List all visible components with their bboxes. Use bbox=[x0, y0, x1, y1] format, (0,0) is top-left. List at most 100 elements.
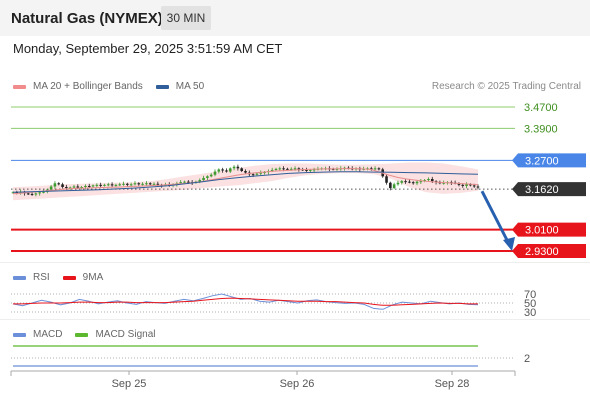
candle-body bbox=[103, 184, 106, 186]
candle-body bbox=[293, 168, 297, 170]
ma50-legend-swatch bbox=[155, 84, 169, 89]
candle-body bbox=[148, 183, 152, 185]
candle-body bbox=[145, 183, 148, 185]
main-legend: MA 20 + Bollinger Bands MA 50 bbox=[13, 81, 217, 92]
candle-body bbox=[26, 193, 30, 195]
support-level-tag bbox=[512, 244, 586, 258]
macd-legend-swatch bbox=[13, 332, 26, 337]
candle-body bbox=[461, 184, 465, 186]
candle-body bbox=[255, 173, 259, 175]
candle-body bbox=[61, 184, 64, 187]
support-level-label: 3.0100 bbox=[525, 225, 559, 237]
candle-body bbox=[442, 182, 445, 184]
candle-body bbox=[49, 186, 53, 190]
candle-body bbox=[389, 182, 392, 189]
ma20-legend-label: MA 20 + Bollinger Bands bbox=[33, 81, 143, 92]
candle-body bbox=[270, 169, 274, 171]
candle-body bbox=[373, 168, 377, 170]
candle-body bbox=[202, 177, 205, 181]
candle-body bbox=[308, 169, 312, 171]
candle-body bbox=[156, 183, 160, 185]
timestamp: Monday, September 29, 2025 3:51:59 AM CE… bbox=[13, 41, 283, 56]
candle-body bbox=[259, 172, 263, 174]
candle-body bbox=[415, 181, 419, 184]
candle-body bbox=[427, 179, 430, 181]
candle-body bbox=[297, 168, 301, 170]
candle-body bbox=[430, 179, 434, 182]
candle-body bbox=[305, 169, 308, 171]
candle-body bbox=[206, 176, 209, 178]
pivot-level-label: 3.2700 bbox=[525, 155, 559, 167]
candle-body bbox=[38, 192, 41, 194]
candle-body bbox=[228, 168, 232, 172]
candle-body bbox=[213, 171, 217, 175]
candle-body bbox=[369, 168, 373, 170]
candle-body bbox=[335, 168, 339, 170]
rsi-tick-label: 30 bbox=[524, 307, 536, 319]
candle-body bbox=[377, 168, 381, 170]
candle-body bbox=[408, 181, 411, 183]
candle-body bbox=[15, 192, 19, 194]
candle-body bbox=[76, 186, 80, 188]
ma20-legend-swatch bbox=[13, 84, 26, 89]
candle-body bbox=[423, 180, 426, 182]
rsi-9ma-legend-swatch bbox=[62, 275, 76, 280]
candle-body bbox=[34, 193, 38, 195]
candle-body bbox=[232, 166, 236, 169]
candle-body bbox=[217, 169, 221, 172]
candle-body bbox=[221, 169, 224, 171]
candle-body bbox=[476, 186, 480, 188]
macd-legend-label: MACD bbox=[33, 329, 63, 340]
macd-tick-label: 2 bbox=[524, 353, 530, 365]
candle-body bbox=[95, 184, 99, 186]
rsi-legend: RSI 9MA bbox=[13, 272, 116, 283]
candle-body bbox=[106, 184, 110, 186]
candle-body bbox=[91, 185, 95, 187]
candle-body bbox=[404, 181, 407, 183]
candle-body bbox=[11, 192, 15, 194]
candle-body bbox=[118, 184, 122, 186]
candle-body bbox=[274, 168, 278, 170]
candle-body bbox=[312, 169, 316, 171]
candle-body bbox=[282, 168, 285, 170]
panel-separator-macd bbox=[0, 319, 590, 320]
candle-body bbox=[240, 168, 243, 171]
support-level-tag bbox=[512, 222, 586, 237]
ma50-legend-label: MA 50 bbox=[175, 81, 205, 92]
candle-body bbox=[385, 176, 388, 183]
candle-body bbox=[57, 183, 61, 185]
candle-body bbox=[122, 183, 125, 185]
candle-body bbox=[110, 184, 114, 186]
candle-body bbox=[183, 181, 186, 183]
candle-body bbox=[80, 187, 83, 188]
candle-body bbox=[42, 191, 45, 193]
candle-body bbox=[133, 183, 137, 185]
candle-body bbox=[141, 183, 144, 185]
candle-body bbox=[65, 187, 68, 189]
candle-body bbox=[457, 183, 461, 185]
x-axis-tick-label: Sep 25 bbox=[112, 378, 147, 390]
macd-legend: MACD MACD Signal bbox=[13, 329, 168, 340]
candle-body bbox=[278, 168, 282, 170]
candle-body bbox=[396, 182, 400, 185]
x-axis-tick-label: Sep 28 bbox=[435, 378, 470, 390]
rsi-9ma-legend-label: 9MA bbox=[82, 272, 104, 283]
pivot-level-tag bbox=[512, 153, 586, 168]
candle-body bbox=[126, 183, 129, 185]
candle-body bbox=[286, 168, 289, 170]
credit-text: Research © 2025 Trading Central bbox=[431, 81, 581, 92]
candle-body bbox=[129, 184, 133, 186]
candle-body bbox=[289, 168, 293, 170]
candle-body bbox=[400, 181, 404, 183]
candle-body bbox=[209, 174, 213, 177]
candle-body bbox=[114, 184, 118, 186]
candle-body bbox=[137, 183, 141, 185]
candle-body bbox=[392, 184, 396, 189]
resistance-level-label: 3.4700 bbox=[524, 102, 558, 114]
rsi-9ma-line bbox=[13, 297, 478, 306]
candle-body bbox=[225, 170, 228, 172]
bollinger-band bbox=[13, 162, 478, 201]
interval-badge[interactable]: 30 MIN bbox=[161, 6, 211, 30]
instrument-title: Natural Gas (NYMEX) bbox=[11, 10, 163, 27]
